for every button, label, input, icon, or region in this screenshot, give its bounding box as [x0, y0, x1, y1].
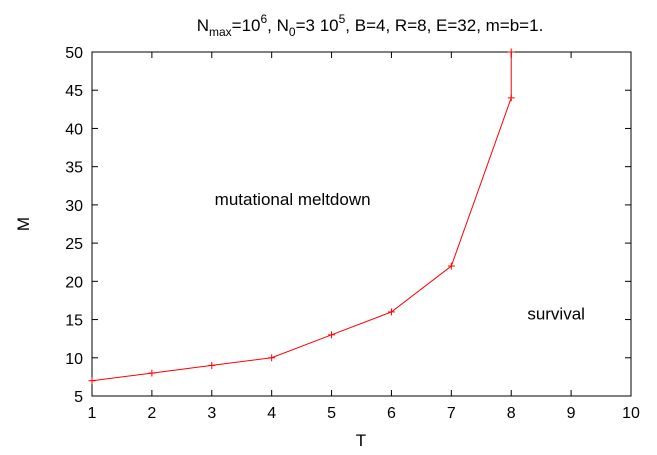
x-tick-label: 3	[207, 405, 216, 422]
y-tick-label: 10	[65, 351, 83, 368]
x-axis-title: T	[356, 431, 366, 450]
y-tick-labels: 5 10 15 20 25 30 35 40 45 50	[65, 45, 83, 406]
y-tick-label: 35	[65, 160, 83, 177]
x-tick-label: 1	[88, 405, 97, 422]
annotation-label: survival	[527, 305, 585, 324]
series-group	[88, 48, 515, 385]
plot-frame	[91, 51, 632, 397]
y-tick-label: 25	[65, 236, 83, 253]
chart-title: Nmax=106, N0=3 105, B=4, R=8, E=32, m=b=…	[197, 12, 544, 39]
y-tick-label: 5	[74, 389, 83, 406]
x-tick-label: 4	[267, 405, 276, 422]
data-point	[387, 308, 395, 316]
x-tick-label: 7	[447, 405, 456, 422]
y-tick-label: 45	[65, 83, 83, 100]
x-tick-label: 10	[622, 405, 640, 422]
x-tick-label: 2	[147, 405, 156, 422]
x-tick-labels: 1 2 3 4 5 6 7 8 9 10	[88, 405, 640, 422]
y-tick-label: 50	[65, 45, 83, 62]
y-tick-label: 40	[65, 121, 83, 138]
data-point	[447, 262, 455, 270]
annotation-label: mutational meltdown	[215, 190, 371, 209]
y-tick-label: 30	[65, 198, 83, 215]
x-tick-label: 5	[327, 405, 336, 422]
x-tick-label: 8	[507, 405, 516, 422]
x-tick-label: 9	[567, 405, 576, 422]
x-tick-label: 6	[387, 405, 396, 422]
data-point	[328, 331, 336, 339]
y-tick-label: 20	[65, 274, 83, 291]
annotations: mutational meltdown survival	[215, 190, 585, 324]
y-tick-label: 15	[65, 313, 83, 330]
data-point	[208, 361, 216, 369]
data-point	[88, 377, 96, 385]
data-point	[507, 94, 515, 102]
y-axis-title: M	[14, 217, 33, 231]
axis-ticks	[91, 51, 632, 397]
data-point	[268, 354, 276, 362]
data-point	[148, 369, 156, 377]
series-line-0	[91, 52, 512, 382]
data-point	[507, 48, 515, 56]
